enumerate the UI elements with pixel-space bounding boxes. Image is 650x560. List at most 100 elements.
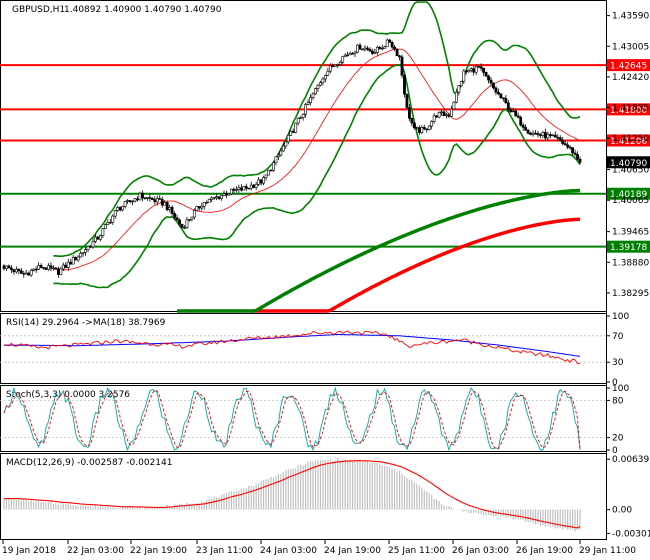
candle-body <box>277 154 280 158</box>
candle-body <box>232 188 236 191</box>
candle-body <box>96 236 100 240</box>
candle-body <box>170 207 174 214</box>
candle-body <box>333 64 337 67</box>
candle-body <box>511 110 515 113</box>
candle-body <box>395 48 399 57</box>
candle-body <box>227 193 231 196</box>
candle-body <box>365 47 369 50</box>
candle-body <box>373 52 377 54</box>
candle-body <box>185 219 189 228</box>
price-tick-label: 1.39465 <box>612 228 649 238</box>
time-axis: 19 Jan 2018 22 Jan 03:00 22 Jan 19:00 23 Ja… <box>2 540 636 556</box>
candle-body <box>412 122 416 129</box>
candle-body <box>578 158 582 163</box>
candle-body <box>417 127 421 133</box>
level-tag-4 <box>607 240 650 253</box>
candle-body <box>190 216 194 220</box>
candle-body <box>299 117 303 119</box>
candle-body <box>543 132 547 139</box>
candle-body <box>338 61 342 65</box>
ma-line-SMA200 <box>251 217 581 313</box>
candle-body <box>336 64 340 66</box>
candle-body <box>464 70 468 73</box>
candle-body <box>195 206 199 211</box>
candle-body <box>138 192 142 201</box>
candle-body <box>390 42 394 48</box>
candle-body <box>173 213 176 219</box>
ema-fast-line <box>53 48 581 271</box>
candle-body <box>259 179 263 184</box>
candle-body <box>420 127 424 133</box>
candle-body <box>207 199 211 203</box>
candle-body <box>7 265 11 269</box>
candle-body <box>267 169 270 176</box>
price-axis: 1.43590 1.43005 1.42420 1.41835 1.41250 1.406… <box>606 12 649 299</box>
candle-body <box>66 261 70 268</box>
candle-body <box>47 265 50 270</box>
candle-body <box>319 82 322 86</box>
price-tick-label: 1.43005 <box>612 42 649 52</box>
candle-body <box>435 115 439 118</box>
candle-body <box>296 117 300 124</box>
candle-body <box>469 68 473 71</box>
price-tick-label: 1.40065 <box>612 196 649 206</box>
candle-body <box>155 198 159 203</box>
candle-body <box>178 219 181 225</box>
candle-body <box>183 227 186 229</box>
candle-body <box>79 253 83 258</box>
price-tick-label: 1.38295 <box>612 289 649 299</box>
stoch-tick-label: 0 <box>612 446 618 456</box>
candle-body <box>383 46 387 49</box>
bollinger-upper <box>53 1 581 257</box>
time-tick-label: 19 Jan 2018 <box>2 546 56 556</box>
candle-body <box>274 156 278 163</box>
candle-body <box>524 127 528 131</box>
candle-body <box>504 98 508 104</box>
candle-body <box>37 265 41 270</box>
bollinger-bands <box>53 1 581 289</box>
candle-body <box>294 122 298 133</box>
price-tick-label: 1.38880 <box>612 258 649 268</box>
candle-body <box>19 270 23 274</box>
candle-body <box>101 228 105 236</box>
candle-body <box>321 78 325 83</box>
candle-body <box>526 130 530 134</box>
candle-body <box>415 127 419 129</box>
candle-body <box>106 222 110 225</box>
candle-body <box>427 125 431 130</box>
candle-body <box>244 186 248 189</box>
candle-body <box>81 251 85 254</box>
candle-body <box>230 188 233 195</box>
candle-body <box>442 111 446 117</box>
candle-body <box>94 236 97 242</box>
time-tick-label: 22 Jan 19:00 <box>130 546 187 556</box>
candle-body <box>17 269 21 272</box>
candle-body <box>175 217 179 221</box>
candle-body <box>548 134 552 136</box>
candle-body <box>69 261 73 265</box>
candle-body <box>200 205 204 209</box>
candle-body <box>89 246 92 248</box>
level-label-2: 1.41206 <box>610 137 647 147</box>
candle-body <box>531 132 535 135</box>
candle-body <box>113 210 117 217</box>
candle-body <box>487 75 490 81</box>
candle-body <box>247 187 251 190</box>
candle-body <box>257 179 261 185</box>
candle-body <box>281 145 285 152</box>
macd-tick-label: 0.006397 <box>612 455 650 465</box>
candle-body <box>509 109 513 113</box>
candle-body <box>220 195 223 199</box>
moving-averages <box>177 188 581 313</box>
rsi-line <box>3 330 581 365</box>
candle-body <box>42 267 45 269</box>
candle-body <box>12 269 16 273</box>
time-tick-label: 29 Jan 11:00 <box>579 546 636 556</box>
candle-body <box>353 51 357 55</box>
candle-body <box>163 202 167 206</box>
candle-body <box>249 184 253 189</box>
stoch-tick-label: 100 <box>612 384 629 394</box>
candle-body <box>341 56 345 63</box>
candle-body <box>217 196 221 199</box>
candle-body <box>225 193 228 196</box>
